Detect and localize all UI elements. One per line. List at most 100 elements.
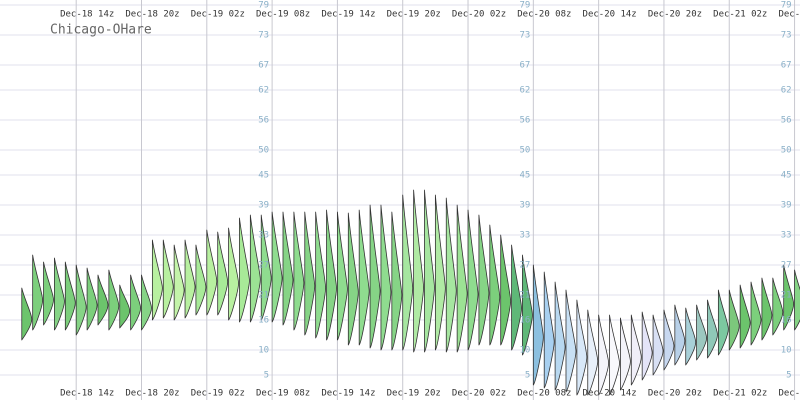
plume <box>794 269 800 331</box>
y-tick-label: 39 <box>258 201 269 211</box>
x-tick-label: Dec-19 08z <box>256 389 310 399</box>
x-tick-label: Dec-19 14z <box>321 10 375 20</box>
plume <box>445 197 457 353</box>
plume <box>21 287 33 341</box>
x-tick-label: Dec-19 20z <box>387 10 441 20</box>
y-tick-label: 67 <box>781 61 792 71</box>
y-tick-label: 79 <box>258 1 269 11</box>
y-tick-label: 33 <box>519 231 530 241</box>
plume <box>576 299 588 396</box>
plume <box>293 211 305 331</box>
plume <box>347 212 359 346</box>
y-tick-label: 21 <box>258 291 269 301</box>
plume <box>249 214 261 323</box>
x-tick-label: Dec-20 14z <box>583 10 637 20</box>
y-tick-label: 56 <box>519 116 530 126</box>
chart-title: Chicago-OHare <box>50 23 152 38</box>
x-tick-label: Dec-21 02z <box>713 389 767 399</box>
y-tick-label: 79 <box>781 1 792 11</box>
plume <box>282 211 294 326</box>
x-tick-label: Dec-20 08z <box>517 389 571 399</box>
plume <box>413 189 425 353</box>
x-tick-label: Dec-18 20z <box>125 389 179 399</box>
plume <box>195 244 207 316</box>
plume <box>685 307 697 366</box>
y-tick-label: 45 <box>258 171 269 181</box>
y-tick-label: 50 <box>519 146 530 156</box>
y-tick-label: 33 <box>781 231 792 241</box>
y-tick-label: 50 <box>781 146 792 156</box>
y-tick-label: 16 <box>781 316 792 326</box>
y-tick-label: 67 <box>519 61 530 71</box>
plume <box>424 189 435 353</box>
plume <box>43 261 54 326</box>
plume <box>696 304 707 361</box>
y-tick-label: 45 <box>781 171 792 181</box>
plume <box>108 269 120 331</box>
y-tick-label: 5 <box>264 371 269 381</box>
plume <box>663 309 675 371</box>
plume <box>707 299 718 359</box>
plume <box>380 204 392 351</box>
plume <box>587 309 599 396</box>
plume <box>86 267 98 331</box>
y-tick-label: 10 <box>258 346 269 356</box>
plume <box>173 244 185 321</box>
y-tick-label: 5 <box>525 371 530 381</box>
plume <box>598 314 610 396</box>
y-tick-label: 10 <box>781 346 792 356</box>
plume <box>162 239 174 319</box>
plume <box>326 209 337 341</box>
y-tick-label: 73 <box>781 31 792 41</box>
plume <box>434 194 446 351</box>
x-tick-label: Dec-20 02z <box>452 10 506 20</box>
labels: Dec-18 14z Dec-18 14z Dec-18 20z Dec-18 20z… <box>60 1 800 399</box>
x-tick-label: Dec-19 08z <box>256 10 310 20</box>
y-tick-label: 62 <box>258 86 269 96</box>
x-tick-label: Dec-18 20z <box>125 10 179 20</box>
plume <box>206 229 218 316</box>
x-tick-label: Dec-20 14z <box>583 389 637 399</box>
y-tick-label: 27 <box>258 261 269 271</box>
x-tick-label: Dec-20 20z <box>648 389 702 399</box>
plume <box>119 284 131 329</box>
plume <box>337 211 348 341</box>
plume <box>500 234 512 346</box>
plume <box>522 254 533 356</box>
y-tick-label: 45 <box>519 171 530 181</box>
plume <box>717 289 729 356</box>
plume <box>674 304 686 366</box>
y-tick-label: 16 <box>258 316 269 326</box>
y-tick-label: 56 <box>781 116 792 126</box>
x-tick-label: Dec-19 02z <box>191 10 245 20</box>
plume <box>260 214 272 321</box>
plume <box>228 227 239 321</box>
plume <box>304 211 316 336</box>
plume <box>217 231 229 316</box>
plume <box>369 204 381 349</box>
y-tick-label: 73 <box>519 31 530 41</box>
plume <box>391 211 403 351</box>
y-tick-label: 27 <box>781 261 792 271</box>
plume <box>641 311 653 381</box>
y-tick-label: 73 <box>258 31 269 41</box>
y-tick-label: 5 <box>786 371 791 381</box>
plume <box>783 264 795 331</box>
plume <box>271 211 283 323</box>
x-tick-label: Dec-20 20z <box>648 10 702 20</box>
y-tick-label: 62 <box>519 86 530 96</box>
plume <box>141 274 152 331</box>
plume <box>75 264 87 336</box>
y-tick-label: 27 <box>519 261 530 271</box>
plume <box>554 281 566 391</box>
plume <box>130 274 142 331</box>
plume <box>478 214 490 346</box>
plume <box>456 204 468 353</box>
plume <box>630 314 642 386</box>
y-tick-label: 39 <box>519 201 530 211</box>
y-tick-label: 21 <box>781 291 792 301</box>
x-tick-label: Dec-19 14z <box>321 389 375 399</box>
plume <box>761 277 773 341</box>
plume <box>64 261 76 331</box>
x-tick-label: Dec-20 08z <box>517 10 571 20</box>
